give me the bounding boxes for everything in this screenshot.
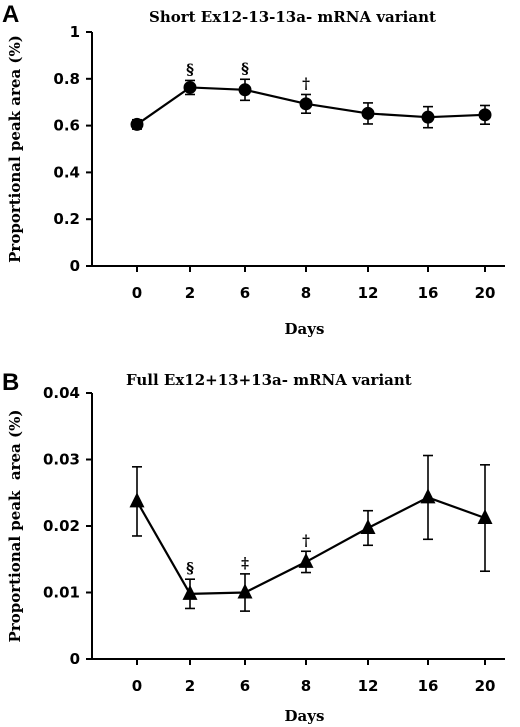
chart-a-data-point [299, 97, 313, 111]
chart-a-x-tick-label: 8 [301, 284, 311, 302]
chart-a-y-tick-label: 1 [70, 23, 80, 41]
chart-a-data-point [238, 83, 252, 97]
chart-b-group: B Full Ex12+13+13a- mRNA variant 0 0.01 0.02… [2, 369, 505, 725]
chart-b-x-tick-label: 12 [358, 677, 379, 695]
chart-a-y-tick-label: 0.2 [53, 210, 80, 228]
chart-a-data-point [478, 108, 492, 122]
chart-a-y-axis-label: Proportional peak area (%) [6, 35, 24, 263]
chart-a-title: Short Ex12-13-13a- mRNA variant [149, 8, 436, 26]
chart-a-x-tick-label: 12 [358, 284, 379, 302]
chart-a-significance-marker: § [241, 59, 249, 77]
chart-a-x-tick-label: 2 [185, 284, 195, 302]
chart-b-significance-marker: ‡ [241, 554, 249, 572]
chart-b-y-axis-label: Proportional peak area (%) [6, 410, 24, 643]
chart-a-group: A Short Ex12-13-13a- mRNA variant 0 0.2 0.4 0… [2, 1, 505, 338]
chart-a-x-tick-label: 0 [132, 284, 142, 302]
chart-b-data-point [360, 518, 376, 534]
chart-b-data-point [129, 492, 145, 508]
chart-a-y-tick-label: 0.6 [53, 117, 80, 135]
chart-b-y-tick-label: 0.04 [43, 384, 80, 402]
chart-b-data-point [477, 509, 493, 525]
chart-b-significance-marker: † [302, 531, 310, 549]
chart-b-data-point [298, 552, 314, 568]
chart-a-y-tick-label: 0.4 [53, 163, 80, 181]
chart-b-y-tick-label: 0.03 [43, 451, 80, 469]
chart-b-data-point [420, 488, 436, 504]
chart-a-significance-marker: § [186, 60, 194, 78]
chart-a-data-point [421, 110, 435, 124]
chart-a-data-point [183, 80, 197, 94]
chart-a-x-tick-label: 6 [240, 284, 250, 302]
chart-b-x-tick-label: 20 [475, 677, 496, 695]
chart-b-x-tick-label: 16 [418, 677, 439, 695]
chart-a-y-tick-label: 0.8 [53, 70, 80, 88]
chart-b-title: Full Ex12+13+13a- mRNA variant [126, 371, 412, 389]
chart-a-data-point [361, 106, 375, 120]
chart-b-x-tick-label: 0 [132, 677, 142, 695]
chart-b-y-tick-label: 0 [70, 650, 80, 668]
chart-b-data-point [237, 583, 253, 599]
chart-b-significance-marker: § [186, 559, 194, 577]
chart-b-panel-letter: B [2, 369, 19, 396]
chart-a-x-tick-label: 20 [475, 284, 496, 302]
chart-b-x-axis-label: Days [285, 707, 325, 725]
chart-b-x-tick-label: 2 [185, 677, 195, 695]
chart-b-y-tick-label: 0.02 [43, 517, 80, 535]
chart-b-y-tick-label: 0.01 [43, 584, 80, 602]
chart-a-y-tick-label: 0 [70, 257, 80, 275]
chart-a-x-tick-label: 16 [418, 284, 439, 302]
chart-b-x-tick-label: 8 [301, 677, 311, 695]
chart-a-data-point [130, 117, 144, 131]
chart-a-significance-marker: † [302, 74, 310, 92]
chart-a-panel-letter: A [2, 1, 19, 28]
chart-a-x-axis-label: Days [285, 320, 325, 338]
chart-b-data-point [182, 584, 198, 600]
chart-b-x-tick-label: 6 [240, 677, 250, 695]
